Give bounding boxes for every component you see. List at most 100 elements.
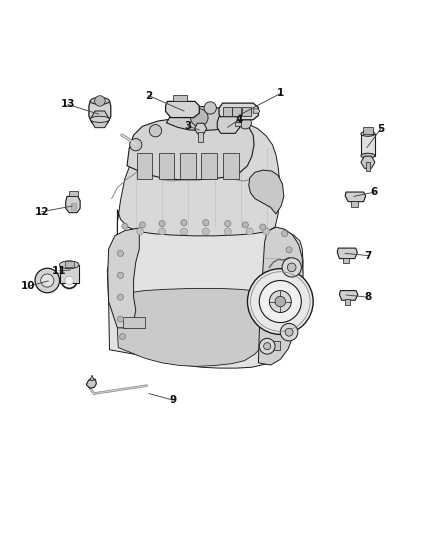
Bar <box>137 152 152 179</box>
Circle shape <box>287 263 296 272</box>
Circle shape <box>260 224 266 230</box>
Circle shape <box>120 334 126 340</box>
Ellipse shape <box>361 131 375 136</box>
Text: 4: 4 <box>235 115 242 125</box>
Ellipse shape <box>90 116 110 123</box>
Bar <box>180 152 196 179</box>
Bar <box>69 191 78 197</box>
Polygon shape <box>337 248 357 259</box>
Text: 1: 1 <box>277 88 284 99</box>
Text: 6: 6 <box>371 187 378 197</box>
Circle shape <box>159 221 165 227</box>
Polygon shape <box>108 228 139 328</box>
Polygon shape <box>253 109 260 113</box>
Circle shape <box>191 109 208 126</box>
Bar <box>343 258 349 263</box>
Bar <box>159 152 174 179</box>
Bar <box>263 341 280 350</box>
Circle shape <box>204 102 216 114</box>
Bar <box>201 152 217 179</box>
Bar <box>65 261 74 266</box>
Polygon shape <box>258 227 303 365</box>
Text: 7: 7 <box>364 251 371 261</box>
Circle shape <box>239 117 251 129</box>
Circle shape <box>275 296 286 307</box>
Polygon shape <box>166 107 236 131</box>
Bar <box>173 95 187 101</box>
Circle shape <box>242 222 248 228</box>
Circle shape <box>149 125 162 137</box>
Bar <box>223 107 232 116</box>
Circle shape <box>263 228 270 235</box>
Circle shape <box>247 269 313 334</box>
Circle shape <box>225 221 231 227</box>
Polygon shape <box>90 111 110 128</box>
Text: 2: 2 <box>145 91 152 101</box>
Polygon shape <box>217 117 240 133</box>
Circle shape <box>139 222 145 228</box>
Circle shape <box>259 338 275 354</box>
Circle shape <box>41 274 54 287</box>
Polygon shape <box>90 375 94 381</box>
Polygon shape <box>166 101 199 118</box>
Circle shape <box>65 276 74 285</box>
Bar <box>363 127 373 134</box>
Ellipse shape <box>60 261 79 269</box>
Bar <box>71 203 76 209</box>
Bar <box>123 317 145 328</box>
Circle shape <box>269 290 291 312</box>
Text: 10: 10 <box>21 281 36 291</box>
Circle shape <box>224 228 231 235</box>
Text: 9: 9 <box>170 395 177 405</box>
Circle shape <box>117 251 124 256</box>
Circle shape <box>117 272 124 278</box>
Bar <box>242 107 251 116</box>
Text: 13: 13 <box>60 100 75 109</box>
Bar <box>361 134 375 156</box>
Polygon shape <box>345 192 366 201</box>
Text: 8: 8 <box>364 292 371 302</box>
Polygon shape <box>127 118 254 180</box>
Circle shape <box>159 228 166 235</box>
Circle shape <box>280 324 298 341</box>
Bar <box>345 300 350 304</box>
Polygon shape <box>107 223 303 368</box>
Circle shape <box>180 228 187 235</box>
Circle shape <box>117 316 124 322</box>
Polygon shape <box>339 290 358 300</box>
Polygon shape <box>249 170 284 214</box>
Polygon shape <box>86 378 96 388</box>
Text: 11: 11 <box>52 266 67 276</box>
Polygon shape <box>194 123 207 134</box>
Circle shape <box>95 96 105 106</box>
Polygon shape <box>117 118 279 249</box>
Circle shape <box>246 228 253 235</box>
Circle shape <box>282 258 301 277</box>
Polygon shape <box>235 122 241 126</box>
Circle shape <box>282 231 288 237</box>
Bar <box>198 132 203 142</box>
Circle shape <box>202 228 209 235</box>
Text: 3: 3 <box>185 122 192 131</box>
Circle shape <box>35 268 60 293</box>
Bar <box>351 201 358 207</box>
Polygon shape <box>66 197 80 213</box>
Polygon shape <box>219 103 258 120</box>
Text: 5: 5 <box>378 124 385 134</box>
Circle shape <box>264 343 271 350</box>
Circle shape <box>286 247 292 253</box>
Bar <box>223 152 239 179</box>
Circle shape <box>117 294 124 300</box>
Polygon shape <box>117 288 271 366</box>
Ellipse shape <box>361 153 375 158</box>
Circle shape <box>181 220 187 226</box>
Circle shape <box>203 220 209 226</box>
Bar <box>232 107 241 116</box>
Polygon shape <box>361 156 375 168</box>
Circle shape <box>259 280 301 322</box>
Text: 12: 12 <box>34 207 49 217</box>
Polygon shape <box>89 101 111 123</box>
Bar <box>60 265 79 283</box>
Circle shape <box>122 223 128 229</box>
Circle shape <box>285 328 293 336</box>
